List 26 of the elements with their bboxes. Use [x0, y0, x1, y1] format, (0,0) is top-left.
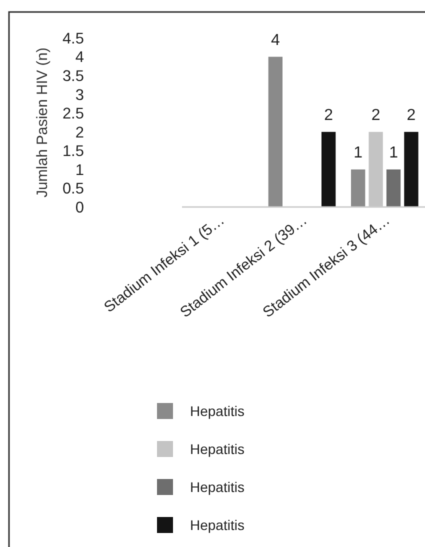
data-label: 2 [324, 106, 334, 124]
data-label: 4 [270, 32, 280, 49]
y-tick-label: 0.5 [62, 180, 84, 198]
data-label: 2 [371, 106, 380, 124]
y-tick-label: 2.5 [62, 106, 84, 123]
y-tick-label: 4.5 [62, 30, 84, 48]
legend-label: Hepatitis [190, 478, 244, 495]
bar [351, 169, 366, 207]
y-tick-label: 0 [75, 199, 84, 216]
data-label: 1 [354, 144, 363, 162]
bar [386, 169, 401, 207]
legend-label: Hepatitis [190, 402, 244, 419]
y-tick-label: 3 [75, 86, 84, 104]
data-label: 1 [389, 144, 398, 162]
y-tick-label: 4 [75, 49, 84, 66]
bar [268, 56, 283, 207]
legend-label: Hepatitis [190, 440, 244, 457]
legend-label: Hepatitis [190, 516, 244, 533]
y-tick-label: 1 [75, 162, 84, 179]
data-label: 2 [406, 106, 416, 124]
bar [321, 132, 336, 207]
bar [404, 132, 418, 207]
y-tick-label: 2 [75, 124, 84, 142]
y-axis-title: Jumlah Pasien HIV (n) [34, 47, 51, 198]
y-tick-label: 3.5 [62, 68, 84, 85]
y-tick-label: 1.5 [62, 143, 84, 160]
